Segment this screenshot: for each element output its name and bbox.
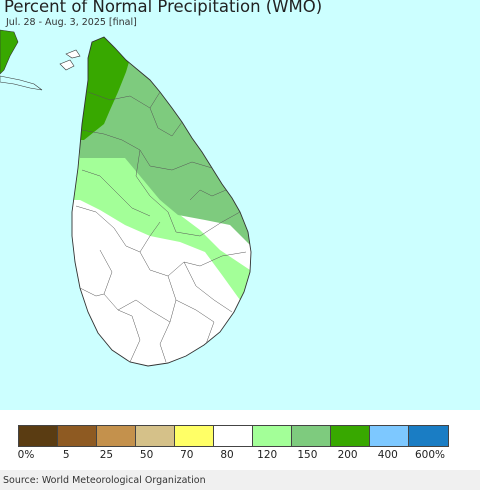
island-small-1 bbox=[59, 59, 75, 71]
legend-swatch bbox=[19, 426, 58, 446]
footer: Source: World Meteorological Organizatio… bbox=[0, 470, 480, 490]
source-text: Source: World Meteorological Organizatio… bbox=[3, 475, 206, 486]
legend-label: 70 bbox=[180, 449, 194, 461]
legend-label: 50 bbox=[139, 449, 154, 461]
legend-label: 5 bbox=[62, 449, 70, 461]
legend-colorbar bbox=[18, 425, 449, 447]
precipitation-map bbox=[0, 0, 480, 410]
legend-label: 0% bbox=[17, 449, 35, 461]
legend-label: 200 bbox=[337, 449, 358, 461]
page-title: Percent of Normal Precipitation (WMO) bbox=[4, 0, 323, 16]
ocean bbox=[0, 0, 480, 410]
legend-swatch bbox=[253, 426, 292, 446]
legend-swatch bbox=[175, 426, 214, 446]
legend-swatch bbox=[292, 426, 331, 446]
page-subtitle: Jul. 28 - Aug. 3, 2025 [final] bbox=[6, 17, 137, 28]
legend-swatch bbox=[97, 426, 136, 446]
legend-labels: 0% 5 25 50 70 80 120 150 200 400 600% bbox=[0, 449, 480, 463]
legend-swatch bbox=[331, 426, 370, 446]
legend-label: 25 bbox=[99, 449, 114, 461]
legend-label: 600% bbox=[414, 449, 446, 461]
india-landmass bbox=[0, 29, 19, 75]
legend-swatch bbox=[214, 426, 253, 446]
legend-swatch bbox=[370, 426, 409, 446]
legend-swatch bbox=[58, 426, 97, 446]
legend-label: 120 bbox=[257, 449, 278, 461]
legend-swatch bbox=[136, 426, 175, 446]
legend-label: 80 bbox=[220, 449, 234, 461]
legend-label: 150 bbox=[297, 449, 318, 461]
legend-swatch bbox=[409, 426, 448, 446]
legend-label: 400 bbox=[377, 449, 398, 461]
india-coast-islet bbox=[0, 75, 43, 91]
zone-light-green bbox=[72, 150, 251, 300]
district-boundaries bbox=[75, 91, 247, 363]
zone-medium-green bbox=[80, 40, 251, 250]
island-small-2 bbox=[65, 49, 81, 59]
island-outline bbox=[71, 36, 252, 367]
